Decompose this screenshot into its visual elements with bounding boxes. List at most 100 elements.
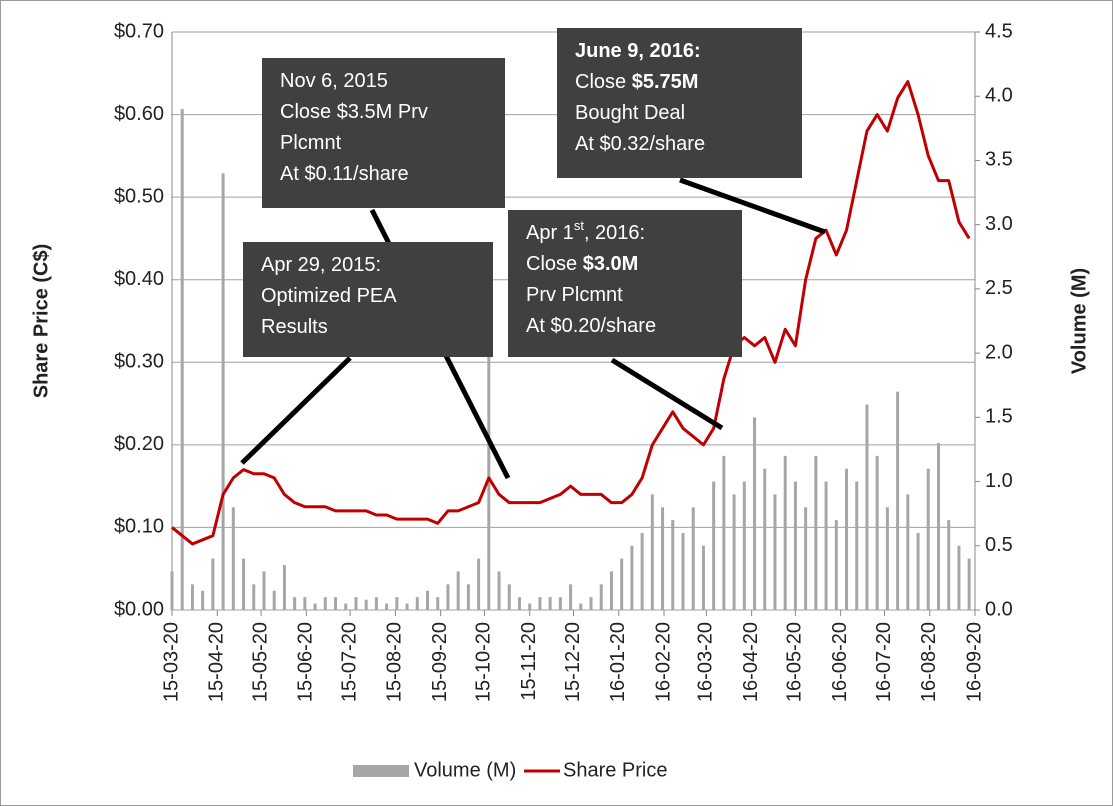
volume-bar (211, 558, 215, 610)
volume-bar (242, 558, 246, 610)
x-tick-label: 15-07-20 (338, 622, 360, 702)
annotation-run: Apr 1 (526, 222, 574, 244)
legend-label: Share Price (563, 759, 668, 781)
annotation-run: st (574, 218, 585, 233)
volume-bar (558, 597, 562, 610)
volume-bar (691, 507, 695, 610)
volume-bar (395, 597, 399, 610)
volume-bar (221, 173, 225, 611)
annotation-text: Results (261, 316, 328, 338)
annotation-text: Close $3.0M (526, 253, 638, 275)
volume-bar (804, 507, 808, 610)
y2-tick-label: 0.5 (985, 534, 1013, 556)
annotation: June 9, 2016: Close $5.75M Bought Deal At $… (557, 28, 802, 178)
y2-tick-label: 2.5 (985, 277, 1013, 299)
volume-bar (834, 520, 838, 610)
volume-bar (957, 545, 961, 610)
volume-bar (528, 603, 532, 610)
volume-bar (753, 417, 757, 610)
x-tick-label: 15-05-20 (249, 622, 271, 702)
volume-bar (793, 481, 797, 610)
annotation-text: At $0.20/share (526, 315, 656, 337)
volume-bar (712, 481, 716, 610)
x-tick-label: 15-03-20 (160, 622, 182, 702)
volume-bar (783, 455, 787, 610)
annotation-box (243, 242, 493, 357)
annotation-run: Optimized PEA (261, 285, 397, 307)
volume-bar (814, 455, 818, 610)
x-tick-label: 16-07-20 (873, 622, 895, 702)
annotation-text: Close $3.5M Prv (280, 101, 428, 123)
annotation-run: At $0.32/share (575, 133, 705, 155)
annotation-text: June 9, 2016: (575, 40, 701, 62)
volume-bar (640, 532, 644, 610)
annotation-run: Prv Plcmnt (526, 284, 623, 306)
volume-bar (732, 494, 736, 610)
volume-bar (180, 109, 184, 611)
volume-bar (364, 599, 368, 610)
volume-bar (374, 597, 378, 610)
volume-bar (282, 565, 286, 610)
annotation-box (262, 58, 505, 208)
annotation: Apr 29, 2015: Optimized PEA Results (243, 242, 493, 357)
annotation-run: Results (261, 316, 328, 338)
annotation-run: Bought Deal (575, 102, 685, 124)
annotation-text: Apr 1st, 2016: (526, 218, 645, 244)
volume-bar (385, 603, 389, 610)
legend-swatch (353, 765, 409, 777)
annotation-text: Optimized PEA (261, 285, 397, 307)
annotation-box (508, 210, 742, 357)
volume-bar (865, 404, 869, 610)
volume-bar (252, 584, 256, 610)
annotation-text: At $0.11/share (280, 163, 409, 185)
volume-bar (875, 455, 879, 610)
annotation-text: Prv Plcmnt (526, 284, 623, 306)
volume-bar (507, 584, 511, 610)
volume-bar (477, 558, 481, 610)
volume-bar (599, 584, 603, 610)
annotation-box (557, 28, 802, 178)
y-tick-label: $0.20 (114, 433, 164, 455)
volume-bar (896, 391, 900, 610)
volume-bar (855, 481, 859, 610)
legend-label: Volume (M) (414, 759, 516, 781)
volume-bar (517, 597, 521, 610)
volume-bar (548, 597, 552, 610)
y-tick-label: $0.70 (114, 20, 164, 42)
volume-bar (681, 532, 685, 610)
volume-bar (190, 584, 194, 610)
volume-bar (609, 571, 613, 610)
volume-bar (323, 597, 327, 610)
x-tick-label: 15-06-20 (295, 622, 317, 702)
volume-bar (906, 494, 910, 610)
annotation-text: Plcmnt (280, 132, 342, 154)
volume-bar (579, 603, 583, 610)
y-tick-label: $0.00 (114, 598, 164, 620)
y2-tick-label: 1.5 (985, 406, 1013, 428)
volume-bar (201, 590, 205, 610)
volume-bar (344, 603, 348, 610)
volume-bar (272, 590, 276, 610)
x-tick-label: 16-08-20 (918, 622, 940, 702)
volume-bar (630, 545, 634, 610)
volume-bar (763, 468, 767, 610)
volume-bar (885, 507, 889, 610)
volume-bar (262, 571, 266, 610)
annotation-text: At $0.32/share (575, 133, 705, 155)
volume-bar (661, 507, 665, 610)
annotation-pointer (240, 356, 352, 465)
volume-bar (937, 443, 940, 610)
volume-bar (170, 571, 174, 610)
annotation-run: Apr 29, 2015: (261, 254, 381, 276)
y2-tick-label: 3.0 (985, 213, 1013, 235)
y2-tick-label: 0.0 (985, 598, 1013, 620)
volume-bar (303, 597, 307, 610)
annotation-run: June 9, 2016: (575, 40, 701, 62)
x-tick-label: 16-04-20 (740, 622, 762, 702)
y-tick-label: $0.50 (114, 185, 164, 207)
x-tick-label: 16-09-20 (963, 622, 985, 702)
annotation-run: Close (575, 71, 632, 93)
volume-bar (824, 481, 828, 610)
x-tick-label: 15-09-20 (429, 622, 451, 702)
